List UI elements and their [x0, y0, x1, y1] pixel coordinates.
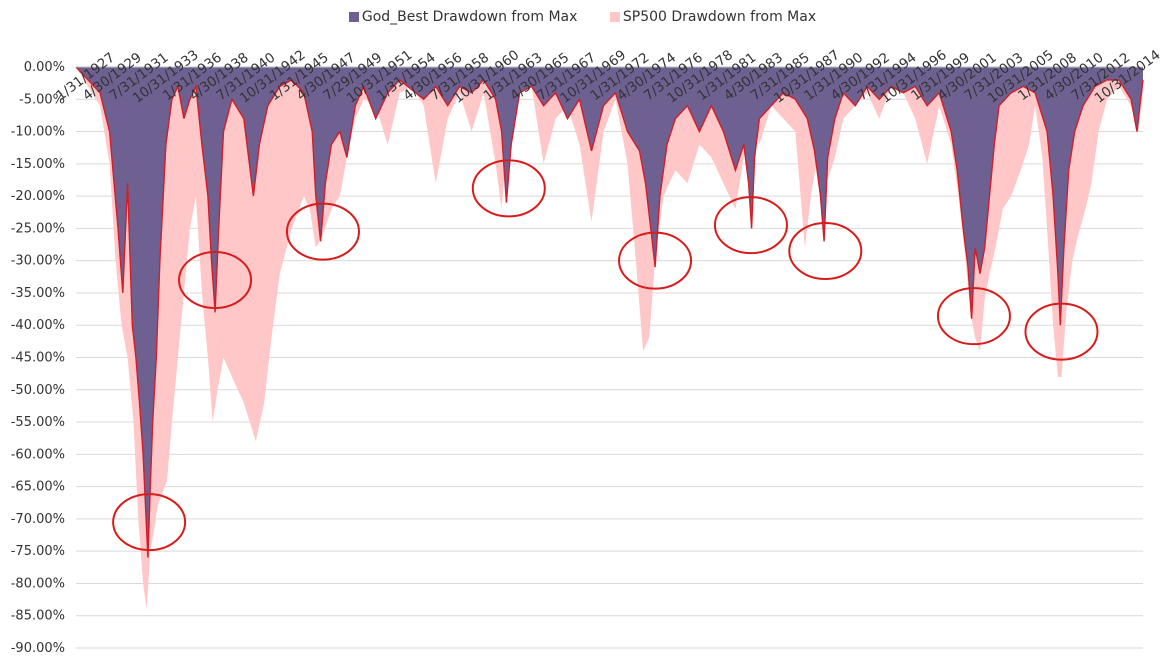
highlight-ellipse	[285, 202, 360, 261]
highlight-ellipse	[618, 231, 693, 290]
y-tick-label: -75.00%	[11, 544, 65, 559]
highlight-ellipse	[471, 159, 546, 218]
legend-swatch-sp500	[609, 12, 620, 22]
y-tick-label: -60.00%	[11, 447, 65, 462]
y-tick-label: -40.00%	[11, 318, 65, 333]
highlight-ellipse	[1024, 302, 1099, 361]
y-tick-label: -35.00%	[11, 286, 65, 301]
y-tick-label: -90.00%	[11, 641, 65, 656]
highlight-ellipse	[178, 251, 253, 310]
y-tick-label: -20.00%	[11, 189, 65, 204]
series-line-god-best	[75, 66, 1144, 558]
y-tick-label: -45.00%	[11, 351, 65, 366]
chart-legend: God_Best Drawdown from Max SP500 Drawdow…	[0, 9, 1165, 25]
legend-swatch-god-best	[348, 12, 359, 22]
y-tick-label: -65.00%	[11, 480, 65, 495]
y-tick-label: -85.00%	[11, 609, 65, 624]
y-tick-label: -5.00%	[19, 92, 65, 107]
y-tick-label: -15.00%	[11, 157, 65, 172]
y-tick-label: -80.00%	[11, 576, 65, 591]
y-tick-label: 0.00%	[24, 60, 65, 75]
y-tick-label: -10.00%	[11, 125, 65, 140]
legend-item-sp500: SP500 Drawdown from Max	[609, 9, 817, 25]
highlight-ellipse	[112, 493, 187, 552]
y-tick-label: -50.00%	[11, 383, 65, 398]
y-tick-label: -30.00%	[11, 254, 65, 269]
highlight-ellipse	[936, 287, 1011, 346]
legend-label-sp500: SP500 Drawdown from Max	[622, 9, 817, 25]
y-tick-label: -55.00%	[11, 415, 65, 430]
y-tick-label: -25.00%	[11, 221, 65, 236]
legend-label-god-best: God_Best Drawdown from Max	[361, 9, 578, 25]
y-tick-label: -70.00%	[11, 512, 65, 527]
legend-item-god-best: God_Best Drawdown from Max	[348, 9, 578, 25]
highlight-ellipse	[788, 221, 863, 280]
series-area-sp500	[76, 67, 1143, 610]
highlight-ellipse	[713, 196, 788, 255]
